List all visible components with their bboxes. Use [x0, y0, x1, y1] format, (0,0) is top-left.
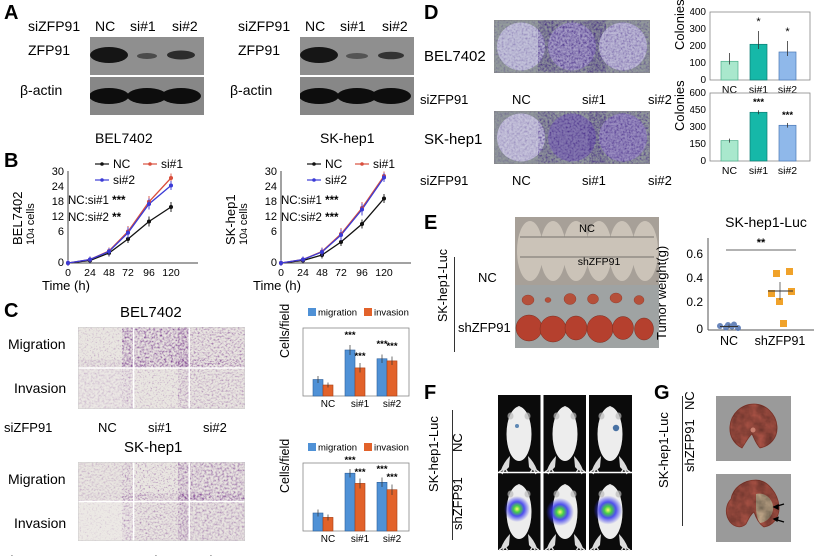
- svg-text:si#2: si#2: [325, 173, 347, 187]
- svg-text:si#2: si#2: [778, 165, 797, 177]
- svg-text:migration: migration: [318, 443, 357, 454]
- svg-text:migration: migration: [318, 308, 357, 319]
- svg-text:***: ***: [354, 467, 365, 478]
- svg-text:120: 120: [375, 267, 393, 279]
- svg-text:***: ***: [753, 97, 764, 108]
- svg-text:0.4: 0.4: [686, 271, 703, 285]
- svg-text:600: 600: [690, 88, 706, 99]
- svg-text:NC: NC: [722, 165, 738, 177]
- svg-text:30: 30: [52, 166, 64, 178]
- svg-text:*: *: [785, 26, 790, 38]
- svg-text:***: ***: [354, 351, 365, 362]
- svg-text:si#1: si#1: [351, 534, 370, 545]
- svg-text:si#1: si#1: [373, 158, 395, 171]
- svg-text:NC: NC: [321, 534, 335, 545]
- svg-text:0: 0: [696, 322, 703, 336]
- svg-text:18: 18: [265, 196, 277, 208]
- svg-text:shZFP91: shZFP91: [578, 256, 621, 268]
- svg-text:si#1: si#1: [351, 399, 370, 410]
- svg-text:NC: NC: [325, 158, 343, 171]
- svg-text:NC: NC: [720, 334, 738, 348]
- svg-text:shZFP91: shZFP91: [755, 334, 806, 348]
- svg-text:96: 96: [143, 267, 155, 279]
- svg-text:450: 450: [690, 105, 706, 116]
- svg-text:48: 48: [103, 267, 115, 279]
- svg-text:72: 72: [122, 267, 134, 279]
- svg-text:0: 0: [58, 257, 64, 269]
- svg-text:120: 120: [162, 267, 180, 279]
- svg-text:150: 150: [690, 139, 706, 150]
- svg-text:si#1: si#1: [749, 165, 768, 177]
- svg-text:NC: NC: [579, 223, 595, 235]
- svg-text:0: 0: [271, 257, 277, 269]
- svg-text:6: 6: [58, 226, 64, 238]
- svg-text:si#2: si#2: [383, 399, 402, 410]
- svg-text:0.6: 0.6: [686, 247, 703, 261]
- svg-text:***: ***: [386, 472, 397, 483]
- svg-text:***: ***: [386, 341, 397, 352]
- svg-text:**: **: [757, 237, 766, 249]
- svg-text:48: 48: [316, 267, 328, 279]
- svg-text:24: 24: [52, 181, 64, 193]
- svg-text:400: 400: [690, 7, 706, 18]
- svg-text:100: 100: [690, 58, 706, 69]
- svg-text:invasion: invasion: [374, 443, 409, 454]
- svg-text:si#2: si#2: [383, 534, 402, 545]
- svg-text:18: 18: [52, 196, 64, 208]
- svg-text:si#2: si#2: [113, 173, 135, 187]
- svg-text:***: ***: [344, 455, 355, 466]
- svg-text:0.2: 0.2: [686, 295, 703, 309]
- svg-text:NC: NC: [113, 158, 131, 171]
- svg-text:6: 6: [271, 226, 277, 238]
- svg-text:30: 30: [265, 166, 277, 178]
- svg-text:si#1: si#1: [161, 158, 183, 171]
- svg-text:***: ***: [782, 110, 793, 121]
- svg-text:0: 0: [700, 156, 706, 167]
- svg-text:200: 200: [690, 41, 706, 52]
- svg-text:300: 300: [690, 24, 706, 35]
- svg-text:invasion: invasion: [374, 308, 409, 319]
- svg-text:NC: NC: [321, 399, 335, 410]
- svg-text:300: 300: [690, 122, 706, 133]
- svg-text:*: *: [756, 16, 761, 28]
- svg-text:***: ***: [344, 330, 355, 341]
- svg-text:24: 24: [265, 181, 277, 193]
- svg-text:12: 12: [265, 211, 277, 223]
- svg-text:72: 72: [335, 267, 347, 279]
- svg-text:96: 96: [356, 267, 368, 279]
- svg-text:12: 12: [52, 211, 64, 223]
